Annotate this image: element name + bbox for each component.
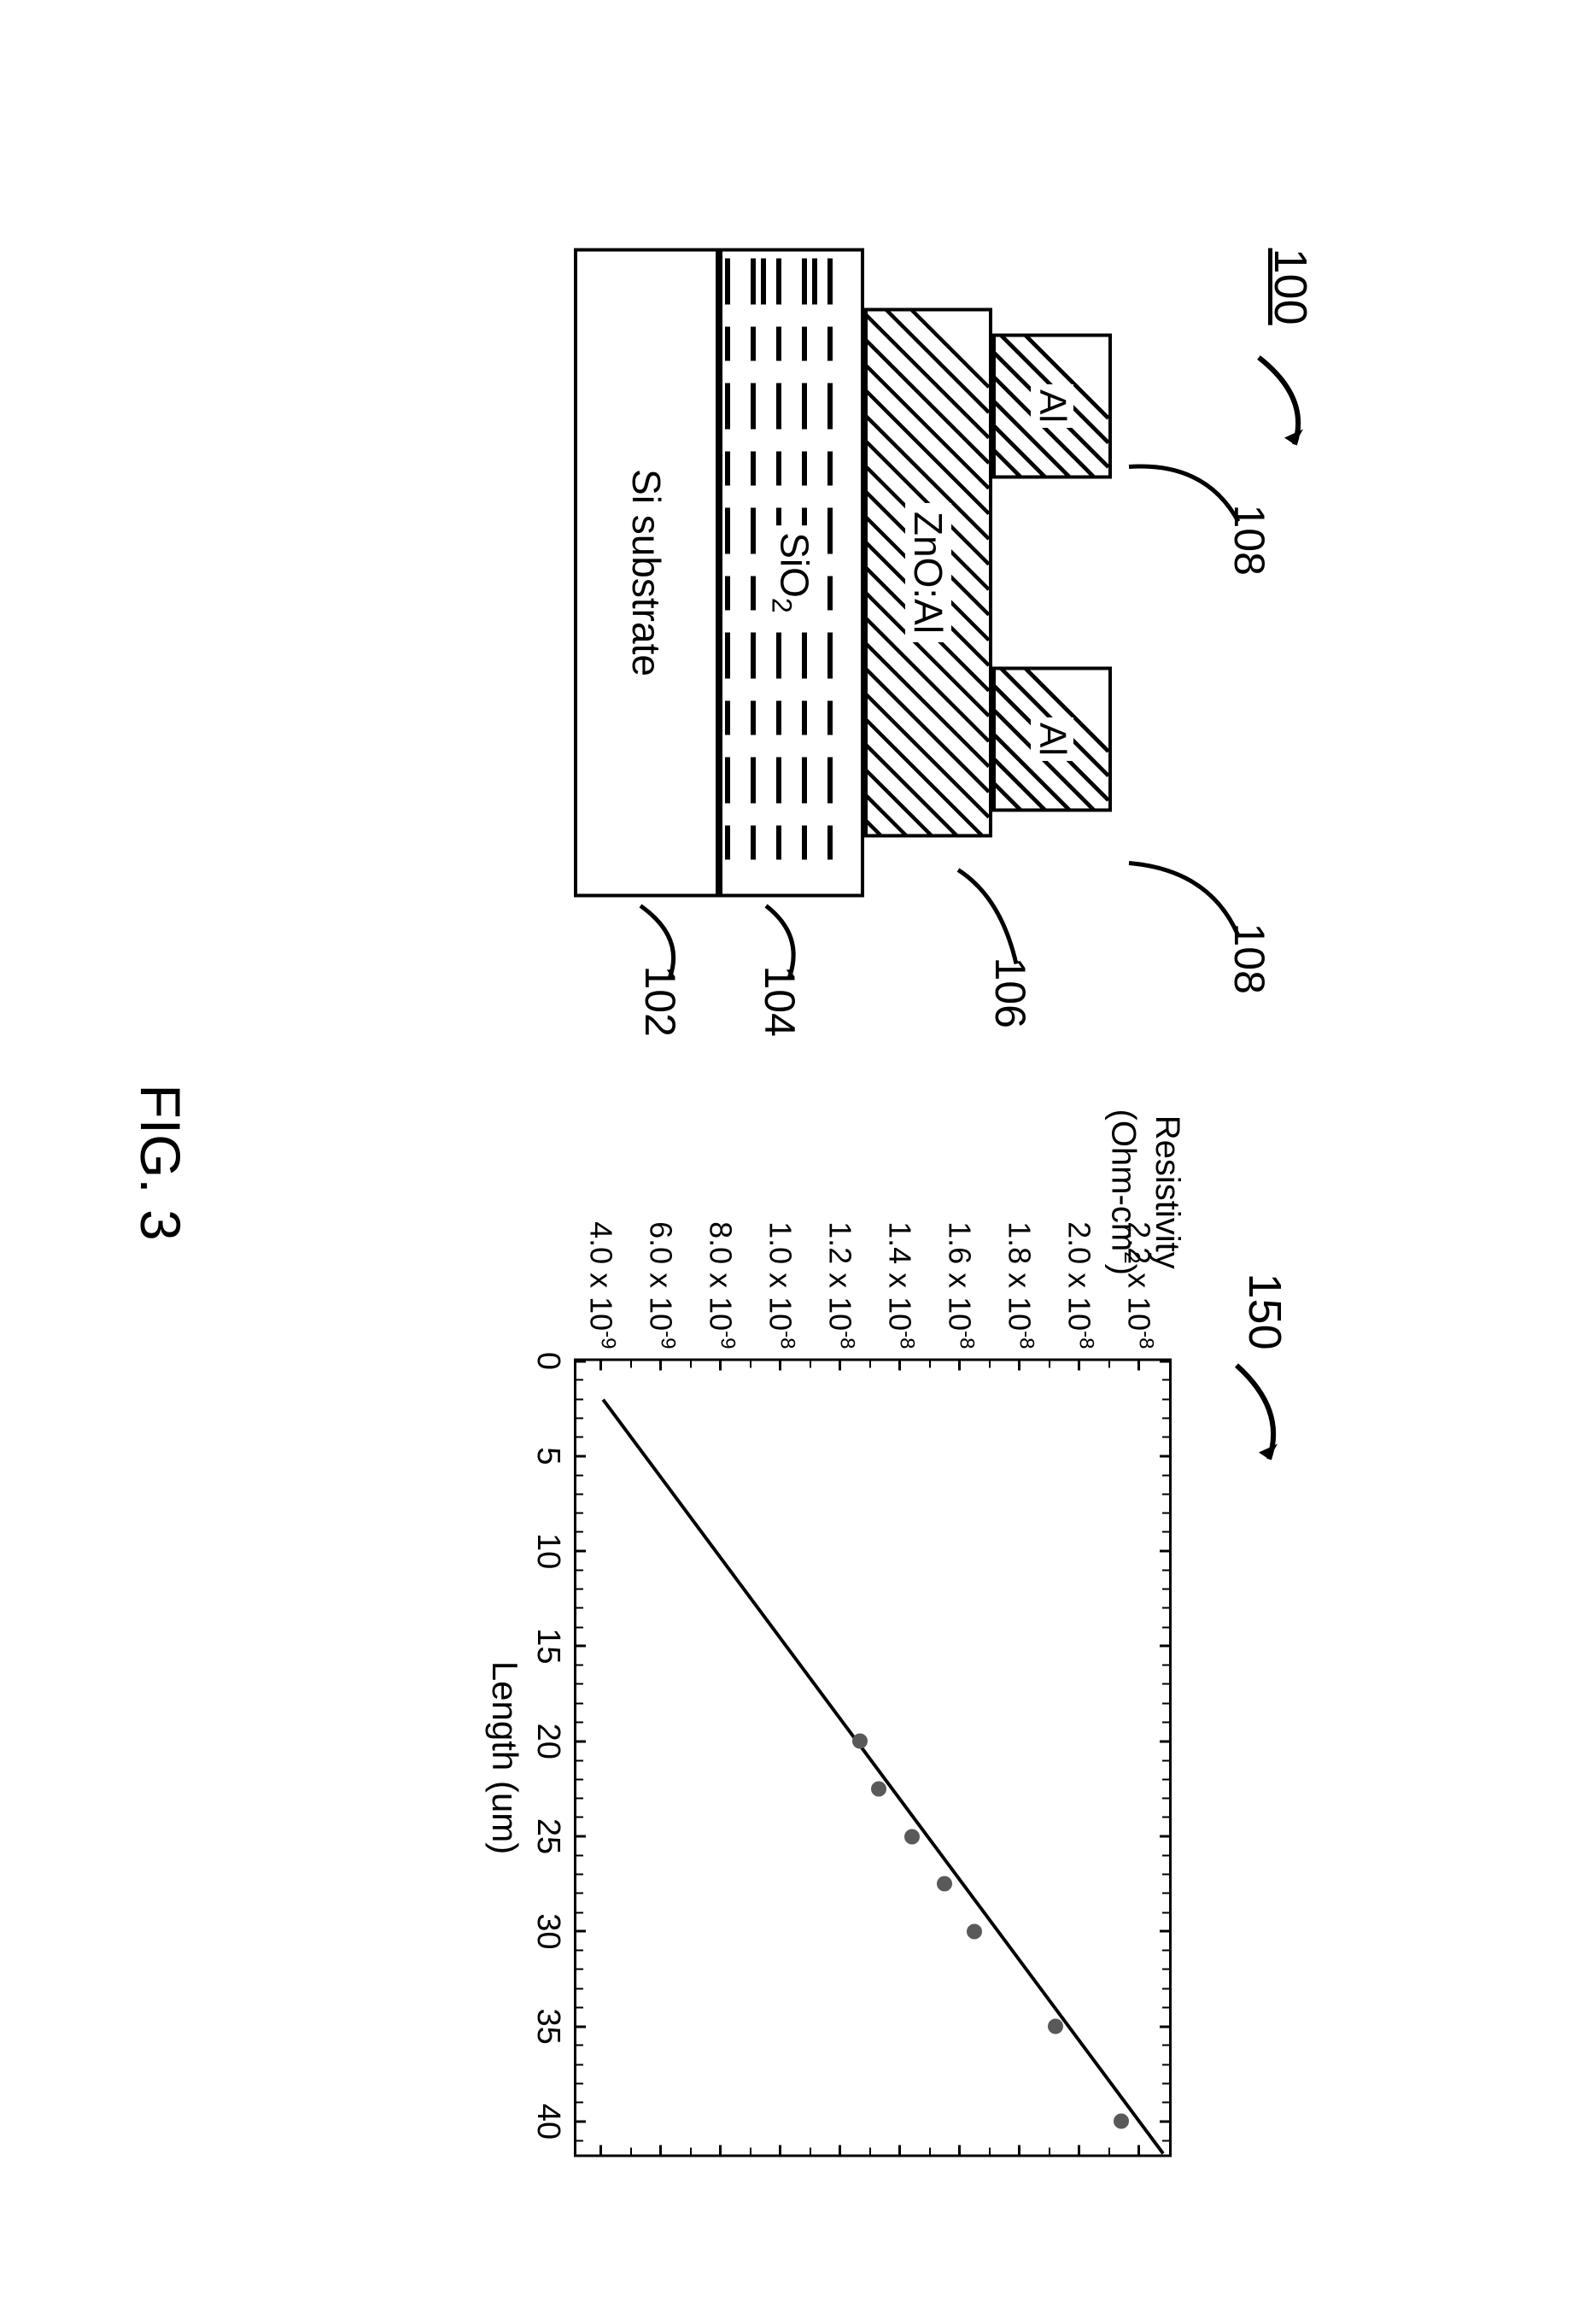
ref-106: 106 bbox=[985, 957, 1035, 1027]
data-point bbox=[1048, 2018, 1063, 2034]
x-tick-label: 0 bbox=[529, 1351, 576, 1369]
y-tick-label: 1.6 x 10-8 bbox=[942, 1221, 979, 1361]
data-point bbox=[1114, 2113, 1129, 2128]
ref-102: 102 bbox=[635, 965, 685, 1036]
sio2-layer: SiO2 bbox=[719, 248, 864, 897]
al-pad-right: Al bbox=[992, 666, 1112, 811]
y-tick-label: 8.0 x 10-9 bbox=[703, 1221, 740, 1361]
ref-108-left: 108 bbox=[1225, 504, 1274, 575]
data-point bbox=[968, 1923, 983, 1939]
figure-label: FIG. 3 bbox=[128, 1084, 193, 1240]
y-tick-label: 1.4 x 10-8 bbox=[882, 1221, 919, 1361]
zno-label: ZnO:Al bbox=[905, 502, 951, 641]
data-point bbox=[872, 1781, 887, 1796]
arrow-icon bbox=[1216, 1358, 1293, 1478]
ref-108-right: 108 bbox=[1225, 922, 1274, 993]
ref-150: 150 bbox=[1238, 1273, 1291, 1349]
si-substrate-label: Si substrate bbox=[623, 469, 670, 676]
si-substrate-layer: Si substrate bbox=[574, 248, 719, 897]
x-tick-label: 25 bbox=[529, 1818, 576, 1853]
y-tick-label: 4.0 x 10-9 bbox=[583, 1221, 620, 1361]
y-tick-label: 6.0 x 10-9 bbox=[643, 1221, 680, 1361]
plot-area: Length (um) 2.2 x 10-82.0 x 10-81.8 x 10… bbox=[574, 1358, 1172, 2157]
x-tick-label: 40 bbox=[529, 2103, 576, 2139]
y-tick-label: 1.2 x 10-8 bbox=[822, 1221, 859, 1361]
y-tick-label: 1.0 x 10-8 bbox=[763, 1221, 799, 1361]
x-axis-label: Length (um) bbox=[484, 1660, 525, 1853]
al-label-left: Al bbox=[1031, 383, 1073, 427]
x-tick-label: 15 bbox=[529, 1628, 576, 1664]
sio2-label: SiO2 bbox=[765, 525, 817, 620]
x-tick-label: 35 bbox=[529, 2008, 576, 2044]
y-tick-label: 1.8 x 10-8 bbox=[1002, 1221, 1038, 1361]
x-tick-label: 20 bbox=[529, 1723, 576, 1759]
ref-104: 104 bbox=[755, 965, 804, 1036]
y-tick-label: 2.0 x 10-8 bbox=[1061, 1221, 1098, 1361]
x-tick-label: 10 bbox=[529, 1532, 576, 1568]
data-point bbox=[852, 1733, 868, 1748]
al-label-right: Al bbox=[1031, 717, 1073, 760]
al-pad-left: Al bbox=[992, 333, 1112, 478]
data-point bbox=[938, 1876, 953, 1891]
data-point bbox=[904, 1829, 920, 1844]
fit-line bbox=[576, 1361, 1169, 2154]
zno-layer: ZnO:Al bbox=[864, 307, 992, 837]
x-tick-label: 30 bbox=[529, 1913, 576, 1949]
ref-100: 100 bbox=[1264, 248, 1317, 325]
arrow-icon bbox=[1242, 350, 1319, 461]
y-tick-label: 2.2 x 10-8 bbox=[1121, 1221, 1158, 1361]
x-tick-label: 5 bbox=[529, 1447, 576, 1465]
